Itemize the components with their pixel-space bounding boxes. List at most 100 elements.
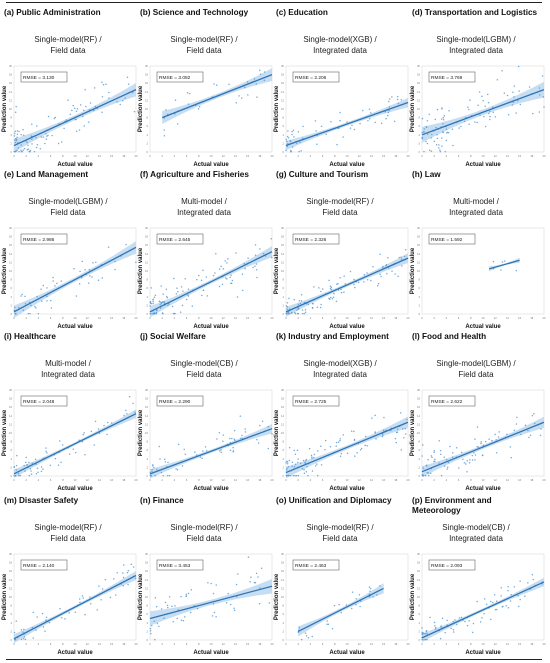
y-tick-label: 0 — [283, 474, 285, 478]
panel-subtitle: Single-model(RF) / Field data — [0, 34, 136, 56]
data-point — [339, 111, 341, 114]
y-tick-label: 14 — [145, 252, 148, 256]
data-point — [435, 143, 438, 146]
data-point — [90, 430, 93, 433]
data-point — [150, 287, 152, 289]
data-point — [494, 433, 496, 436]
y-tick-label: 8 — [419, 278, 421, 282]
data-point — [452, 144, 454, 147]
rmse-box — [156, 559, 204, 571]
data-point — [57, 142, 60, 145]
data-point — [355, 598, 357, 600]
x-tick-label: 4 — [174, 154, 176, 158]
data-point — [53, 117, 56, 120]
data-point — [438, 439, 441, 442]
data-point — [93, 109, 95, 112]
data-point — [353, 430, 355, 433]
data-point — [382, 266, 384, 269]
data-point — [300, 300, 303, 302]
data-point — [229, 276, 231, 279]
data-point — [25, 456, 27, 459]
data-point — [196, 607, 199, 610]
x-tick-label: 2 — [161, 316, 163, 320]
data-point — [107, 246, 110, 248]
data-point — [100, 599, 102, 601]
data-point — [166, 474, 169, 477]
data-point — [472, 622, 475, 625]
model-label: Multi-model / — [181, 197, 227, 206]
data-point — [69, 113, 72, 115]
x-tick-label: 4 — [174, 316, 176, 320]
y-tick-label: 16 — [9, 405, 12, 409]
data-point — [156, 309, 158, 311]
data-point — [488, 112, 490, 115]
data-point — [187, 295, 190, 297]
data-point — [186, 294, 189, 296]
data-point — [212, 592, 215, 595]
data-point — [167, 461, 169, 464]
rmse-box — [156, 395, 204, 407]
data-point — [26, 464, 28, 466]
data-point — [474, 438, 476, 440]
data-point — [176, 617, 178, 620]
x-tick-label: 18 — [530, 642, 533, 646]
data-point — [171, 305, 174, 308]
data-point — [460, 616, 463, 619]
data-point — [461, 451, 463, 454]
data-point — [538, 111, 541, 113]
data-point — [435, 626, 437, 629]
y-tick-label: 16 — [145, 243, 148, 247]
data-point — [163, 129, 165, 131]
data-point — [16, 133, 19, 135]
data-point — [539, 434, 542, 437]
rmse-label: RMSE = 2.326 — [295, 237, 327, 243]
data-point — [225, 601, 228, 604]
rmse-box — [428, 233, 476, 245]
y-tick-label: 6 — [419, 448, 421, 452]
data-point — [84, 269, 86, 271]
data-point — [439, 149, 441, 151]
x-tick-label: 20 — [135, 154, 138, 158]
data-source-label: Field data — [50, 534, 86, 543]
data-point — [235, 102, 237, 104]
x-tick-label: 8 — [470, 478, 472, 482]
data-point — [425, 140, 427, 143]
data-point — [489, 110, 491, 113]
y-tick-label: 2 — [147, 629, 149, 633]
data-source-label: Field data — [186, 370, 222, 379]
data-point — [287, 466, 290, 468]
y-tick-label: 20 — [417, 388, 420, 392]
panel-n: (n) Finance Single-model(RF) / Field data 0… — [136, 496, 274, 656]
data-point — [528, 436, 530, 439]
data-point — [214, 272, 216, 274]
data-point — [476, 445, 479, 448]
data-point — [494, 608, 497, 611]
data-point — [303, 472, 306, 474]
y-tick-label: 8 — [11, 278, 13, 282]
data-point — [468, 462, 471, 464]
data-point — [433, 621, 436, 624]
x-tick-label: 6 — [186, 316, 188, 320]
y-tick-label: 6 — [283, 286, 285, 290]
data-point — [291, 461, 294, 463]
data-point — [434, 118, 437, 121]
data-point — [29, 467, 32, 470]
x-tick-label: 8 — [334, 642, 336, 646]
data-point — [489, 118, 491, 121]
data-point — [34, 458, 37, 461]
x-tick-label: 0 — [149, 154, 151, 158]
y-tick-label: 14 — [145, 90, 148, 94]
data-point — [518, 90, 520, 92]
x-tick-label: 18 — [122, 478, 125, 482]
data-point — [326, 623, 328, 626]
y-axis-label: Prediction value — [2, 409, 8, 456]
data-point — [401, 428, 404, 430]
model-label: Single-model(CB) / — [442, 523, 510, 532]
data-point — [443, 456, 445, 458]
data-point — [243, 86, 246, 89]
data-point — [351, 591, 354, 593]
panel-subtitle: Single-model(RF) / Field data — [136, 522, 272, 544]
